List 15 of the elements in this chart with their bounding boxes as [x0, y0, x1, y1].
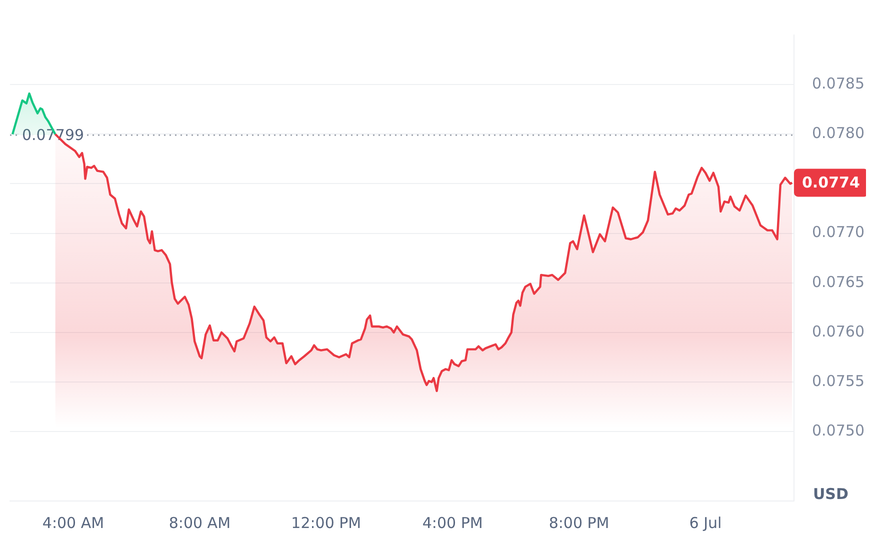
x-tick-label: 8:00 PM [548, 514, 610, 532]
x-tick-label: 12:00 PM [291, 514, 362, 532]
y-tick-label: 0.0755 [812, 372, 864, 390]
y-tick-label: 0.0780 [812, 124, 864, 142]
x-tick-label: 4:00 AM [42, 514, 104, 532]
y-tick-label: 0.0760 [812, 322, 864, 340]
x-tick-label: 6 Jul [689, 514, 722, 532]
y-axis-title: USD [813, 484, 848, 503]
y-tick-label: 0.0750 [812, 421, 864, 440]
y-tick-label: 0.0765 [812, 272, 864, 291]
y-tick-label: 0.0770 [812, 223, 864, 242]
y-tick-label: 0.0785 [812, 74, 864, 92]
x-tick-label: 8:00 AM [168, 514, 231, 532]
text: 0.0774 [802, 174, 860, 192]
x-tick-label: 4:00 PM [422, 514, 483, 532]
